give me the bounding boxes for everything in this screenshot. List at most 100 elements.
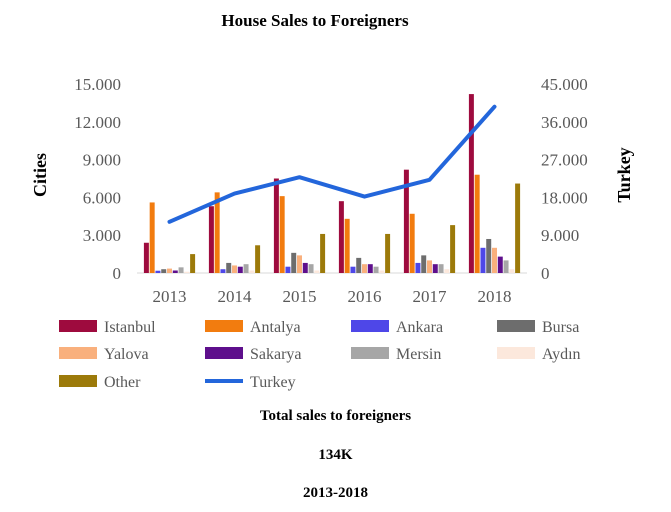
bar-sakarya xyxy=(172,270,178,273)
legend-swatch-other xyxy=(59,375,97,387)
legend-swatch-sakarya xyxy=(205,347,243,359)
legend-swatch-antalya xyxy=(205,320,243,332)
bar-mersin xyxy=(178,267,184,273)
bar-bursa xyxy=(291,252,297,273)
bar-antalya xyxy=(474,174,480,273)
bar-ankara xyxy=(285,266,291,273)
y-left-tick-label: 3.000 xyxy=(83,226,121,245)
bar-istanbul xyxy=(273,178,279,273)
y-right-tick-label: 36.000 xyxy=(541,113,588,132)
bar-ankara xyxy=(480,247,486,273)
legend-swatch-ayd-n xyxy=(497,347,535,359)
bar-sakarya xyxy=(432,264,438,273)
bar-antalya xyxy=(279,196,285,273)
legend-label-mersin: Mersin xyxy=(396,346,441,363)
x-tick-label: 2014 xyxy=(218,287,253,306)
bar-mersin xyxy=(503,260,509,273)
bar-bursa xyxy=(161,269,167,273)
bar-bursa xyxy=(421,255,427,273)
bar-ayd-n xyxy=(314,270,320,273)
bar-ayd-n xyxy=(509,269,515,273)
bar-series xyxy=(143,94,521,273)
bar-ayd-n xyxy=(184,271,190,273)
footer-line-3: 2013-2018 xyxy=(303,485,368,501)
bar-mersin xyxy=(308,264,314,273)
footer-line-2: 134K xyxy=(318,447,353,463)
bar-ayd-n xyxy=(444,269,450,273)
y-left-tick-label: 12.000 xyxy=(74,113,121,132)
bar-other xyxy=(320,233,326,273)
y-right-tick-label: 18.000 xyxy=(541,188,588,207)
legend-label-ankara: Ankara xyxy=(396,319,443,336)
bar-istanbul xyxy=(338,201,344,273)
bar-other xyxy=(385,233,391,273)
bar-yalova xyxy=(427,260,432,273)
bar-ankara xyxy=(350,266,356,273)
legend-label-sakarya: Sakarya xyxy=(250,346,302,363)
y-axis-right-ticks: 0 9.000 18.000 27.000 36.000 45.000 xyxy=(541,75,588,283)
bar-other xyxy=(450,225,456,273)
legend-swatch-yalova xyxy=(59,347,97,359)
x-tick-label: 2013 xyxy=(153,287,187,306)
bar-ayd-n xyxy=(379,270,385,273)
bar-sakarya xyxy=(497,256,503,273)
legend-swatch-ankara xyxy=(351,320,389,332)
bar-antalya xyxy=(149,202,155,273)
y-right-tick-label: 27.000 xyxy=(541,151,588,170)
y-left-tick-label: 6.000 xyxy=(83,188,121,207)
bar-istanbul xyxy=(208,206,214,273)
legend-label-bursa: Bursa xyxy=(542,319,579,336)
y-left-tick-label: 9.000 xyxy=(83,151,121,170)
bar-bursa xyxy=(226,262,232,273)
bar-bursa xyxy=(486,238,492,273)
legend-swatch-mersin xyxy=(351,347,389,359)
bar-istanbul xyxy=(143,242,149,273)
bar-bursa xyxy=(356,257,362,273)
footer-line-1: Total sales to foreigners xyxy=(259,408,412,424)
bar-other xyxy=(190,254,196,273)
legend-swatch-bursa xyxy=(497,320,535,332)
bar-yalova xyxy=(167,268,172,273)
bar-antalya xyxy=(344,218,350,273)
bar-yalova xyxy=(492,247,497,273)
bar-mersin xyxy=(243,264,249,273)
line-series xyxy=(167,104,497,224)
legend-label-ayd-n: Aydın xyxy=(542,346,581,363)
bar-other xyxy=(515,183,521,273)
y-axis-right-label: Turkey xyxy=(614,147,634,202)
bar-sakarya xyxy=(367,264,373,273)
y-right-tick-label: 45.000 xyxy=(541,75,588,94)
y-left-tick-label: 0 xyxy=(113,264,122,283)
y-left-tick-label: 15.000 xyxy=(74,75,121,94)
bar-ayd-n xyxy=(249,270,255,273)
legend: Istanbul Antalya Ankara Bursa Yalova Sakarya M… xyxy=(59,319,581,391)
line-turkey xyxy=(167,104,497,224)
x-tick-label: 2015 xyxy=(283,287,317,306)
bar-istanbul xyxy=(403,169,409,273)
bar-antalya xyxy=(409,213,415,273)
y-axis-left-ticks: 0 3.000 6.000 9.000 12.000 15.000 xyxy=(74,75,121,283)
x-tick-label: 2017 xyxy=(413,287,448,306)
legend-label-other: Other xyxy=(104,374,141,391)
legend-swatch-istanbul xyxy=(59,320,97,332)
legend-label-istanbul: Istanbul xyxy=(104,319,156,336)
bar-istanbul xyxy=(468,94,474,273)
legend-label-antalya: Antalya xyxy=(250,319,301,336)
x-tick-label: 2018 xyxy=(478,287,512,306)
bar-yalova xyxy=(297,255,302,273)
legend-label-yalova: Yalova xyxy=(104,346,149,363)
bar-ankara xyxy=(155,270,161,273)
bar-ankara xyxy=(415,262,421,273)
y-right-tick-label: 9.000 xyxy=(541,226,579,245)
bar-mersin xyxy=(373,266,379,273)
bar-yalova xyxy=(232,265,237,273)
bar-sakarya xyxy=(302,262,308,273)
y-axis-left-label: Cities xyxy=(30,153,50,197)
bar-antalya xyxy=(214,192,220,273)
legend-label-turkey: Turkey xyxy=(250,374,296,391)
y-right-tick-label: 0 xyxy=(541,264,550,283)
bar-ankara xyxy=(220,269,226,273)
x-axis-ticks: 2013 2014 2015 2016 2017 2018 xyxy=(153,287,512,306)
chart-title: House Sales to Foreigners xyxy=(221,11,409,30)
